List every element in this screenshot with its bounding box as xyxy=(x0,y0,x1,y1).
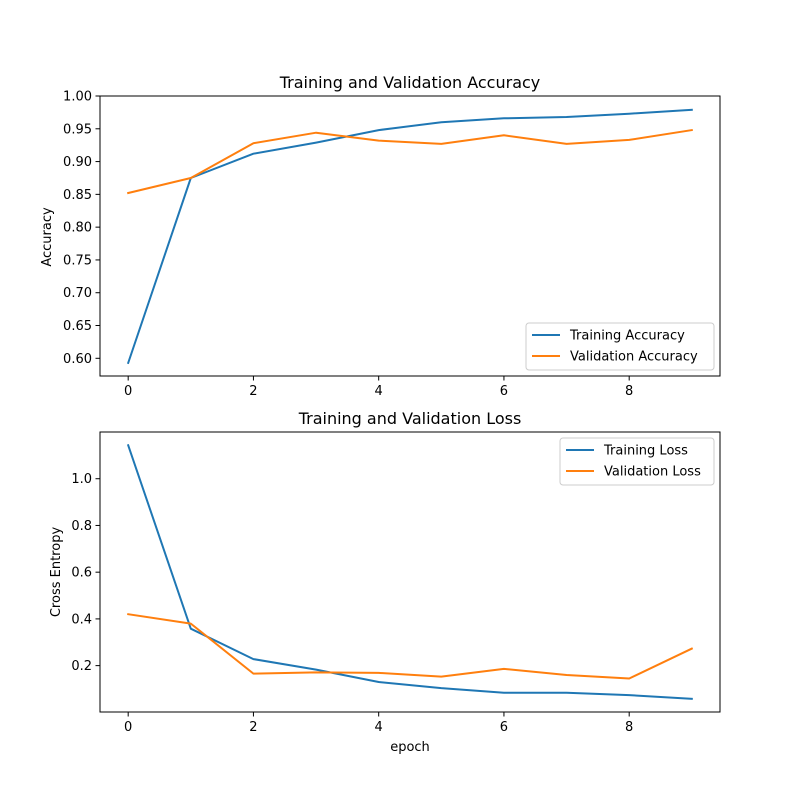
accuracy-y-tick-label: 0.85 xyxy=(63,188,92,203)
accuracy-y-tick-label: 0.80 xyxy=(63,221,92,236)
loss-legend: Training Loss Validation Loss xyxy=(559,437,715,486)
accuracy-y-axis-label: Accuracy xyxy=(40,207,55,267)
accuracy-legend-box xyxy=(525,322,715,371)
accuracy-y-tick-label: 1.00 xyxy=(63,90,92,105)
loss-plot-area: 0 2 4 6 8 0.2 0.4 0.6 0.8 1.0 Training Loss Validat… xyxy=(71,431,721,735)
accuracy-x-tick-label: 2 xyxy=(249,384,257,399)
loss-y-tick-label: 0.2 xyxy=(71,659,92,674)
accuracy-plot-area: 0 2 4 6 8 0.60 0.65 0.70 0.75 0.80 0.85 0.90 0.95 1.0… xyxy=(63,90,721,399)
loss-x-tick-label: 6 xyxy=(500,720,508,735)
loss-plot: Training and Validation Loss Cross Entro… xyxy=(49,409,721,755)
accuracy-y-tick-label: 0.95 xyxy=(63,122,92,137)
accuracy-y-tick-label: 0.90 xyxy=(63,155,92,170)
accuracy-legend-label: Training Accuracy xyxy=(569,329,685,344)
accuracy-y-tick-label: 0.75 xyxy=(63,253,92,268)
accuracy-plot-title: Training and Validation Accuracy xyxy=(279,73,541,92)
accuracy-plot: Training and Validation Accuracy Accurac… xyxy=(40,73,721,399)
loss-legend-box xyxy=(559,437,715,486)
accuracy-x-tick-label: 0 xyxy=(124,384,132,399)
loss-y-tick-label: 0.6 xyxy=(71,566,92,581)
loss-x-axis-label: epoch xyxy=(390,740,430,755)
loss-y-tick-label: 1.0 xyxy=(71,472,92,487)
loss-legend-label: Training Loss xyxy=(603,444,688,459)
loss-x-tick-label: 4 xyxy=(375,720,383,735)
loss-x-tick-label: 8 xyxy=(625,720,633,735)
loss-axes-frame xyxy=(99,431,721,713)
loss-series-line-2 xyxy=(127,613,694,680)
accuracy-series-line-2 xyxy=(126,128,693,195)
loss-y-tick-label: 0.4 xyxy=(71,612,92,627)
loss-plot-title: Training and Validation Loss xyxy=(298,409,522,428)
accuracy-legend: Training Accuracy Validation Accuracy xyxy=(525,322,715,371)
loss-y-axis-label: Cross Entropy xyxy=(49,527,64,618)
accuracy-y-tick-label: 0.70 xyxy=(63,286,92,301)
accuracy-series-line-1 xyxy=(126,108,693,365)
accuracy-legend-label: Validation Accuracy xyxy=(570,350,698,365)
accuracy-x-tick-label: 4 xyxy=(375,384,383,399)
accuracy-y-tick-label: 0.65 xyxy=(63,319,92,334)
accuracy-x-tick-label: 8 xyxy=(625,384,633,399)
loss-y-tick-label: 0.8 xyxy=(71,519,92,534)
accuracy-axes-frame xyxy=(99,95,721,377)
loss-x-tick-label: 0 xyxy=(124,720,132,735)
accuracy-y-tick-label: 0.60 xyxy=(63,352,92,367)
accuracy-x-tick-label: 6 xyxy=(500,384,508,399)
loss-legend-label: Validation Loss xyxy=(604,465,701,480)
loss-series-line-1 xyxy=(126,444,693,700)
loss-x-tick-label: 2 xyxy=(249,720,257,735)
